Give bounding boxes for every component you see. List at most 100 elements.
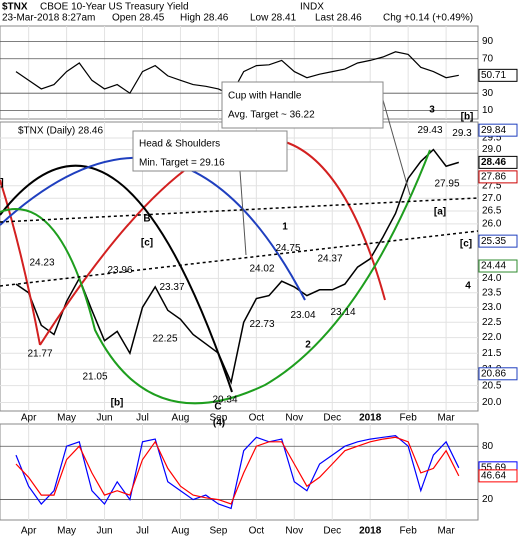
x-tick-label: Jun — [96, 413, 112, 424]
price-label: 27.95 — [434, 178, 459, 189]
value-badge — [478, 234, 518, 248]
x-tick-label: Aug — [172, 413, 190, 424]
x-tick-label: Oct — [249, 413, 265, 424]
x-tick-label: Oct — [249, 526, 265, 537]
y-tick-label: 22.0 — [482, 332, 502, 343]
date: 23-Mar-2018 8:27am — [2, 13, 95, 24]
price-label: 21.05 — [82, 371, 107, 382]
x-tick-label: May — [57, 413, 76, 424]
price-label: 21.77 — [27, 348, 52, 359]
y-tick-label: 27.0 — [482, 193, 502, 204]
y-tick-label: 23.5 — [482, 287, 502, 298]
high: High 28.46 — [180, 13, 229, 24]
overlay-layer: 50.71 28.46 29.84 27.86 25.35 24.44 20.86 $TNX … — [0, 68, 518, 483]
x-tick-label: Sep — [210, 413, 228, 424]
value-badge-label: 46.64 — [481, 471, 506, 482]
x-tick-label: Nov — [285, 413, 303, 424]
x-tick-label: Dec — [323, 413, 341, 424]
price-label: 24.37 — [317, 254, 342, 265]
x-tick-label: Feb — [400, 413, 418, 424]
price-label: 24.23 — [29, 258, 54, 269]
x-tick-label: Nov — [285, 526, 303, 537]
last: Last 28.46 — [315, 13, 362, 24]
wave-label: [c] — [460, 239, 472, 250]
price-label: 29.3 — [452, 128, 472, 139]
open: Open 28.45 — [112, 13, 165, 24]
wave-label: 3 — [429, 105, 435, 116]
wave-label: B — [143, 214, 150, 225]
value-badge — [478, 170, 518, 184]
y-tick-label: 22.5 — [482, 317, 502, 328]
value-badge-label: 25.35 — [481, 236, 506, 247]
low: Low 28.41 — [250, 13, 297, 24]
y-tick-label: 26.0 — [482, 219, 502, 230]
wave-label: 4 — [465, 281, 471, 292]
x-tick-label: Apr — [21, 413, 37, 424]
y-tick-label: 29.5 — [482, 133, 502, 144]
callout-text: Min. Target = 29.16 — [139, 158, 225, 169]
symbol: $TNX — [2, 2, 28, 13]
x-tick-label: Jul — [136, 526, 149, 537]
cycle-arc — [0, 164, 233, 393]
wave-label: [a] — [434, 207, 446, 218]
y-tick-label: 20.5 — [482, 380, 502, 391]
wave-label: C — [214, 402, 221, 413]
y-tick-label: 21.5 — [482, 348, 502, 359]
price-label: 24.75 — [275, 243, 300, 254]
panel-frame — [0, 423, 479, 521]
trendline — [0, 197, 478, 223]
security-name: CBOE 10-Year US Treasury Yield — [40, 2, 189, 13]
value-badge-label: 29.84 — [481, 125, 506, 136]
callout-pointer — [382, 99, 411, 196]
value-badge-label: 20.86 — [481, 368, 506, 379]
callout-text: Head & Shoulders — [139, 139, 220, 150]
legend: $TNX (Daily) 28.46 — [18, 126, 103, 137]
y-tick-label: 26.5 — [482, 206, 502, 217]
value-badge — [478, 155, 518, 169]
callout-box — [132, 130, 288, 172]
y-tick-label: 27.5 — [482, 180, 502, 191]
value-badge — [478, 367, 518, 381]
price-label: 29.43 — [417, 125, 442, 136]
callout-text: Cup with Handle — [228, 91, 302, 102]
price-label: 23.37 — [159, 282, 184, 293]
x-tick-label: 2018 — [359, 413, 382, 424]
change: Chg +0.14 (+0.49%) — [383, 13, 473, 24]
x-tick-label: Feb — [400, 526, 418, 537]
price-label: 20.34 — [212, 395, 237, 406]
price-label: 23.04 — [290, 310, 315, 321]
cycle-arc — [0, 179, 41, 346]
wave-label: 1 — [282, 222, 288, 233]
value-badge-label: 50.71 — [481, 70, 506, 81]
y-tick-label: 10 — [482, 105, 494, 116]
series-line — [15, 436, 460, 505]
callout-box — [221, 81, 384, 129]
y-tick-label: 23.0 — [482, 302, 502, 313]
trendline — [0, 230, 478, 287]
y-tick-label: 70 — [482, 53, 494, 64]
wave-label: [b] — [111, 398, 124, 409]
value-badge-label: 27.86 — [481, 172, 506, 183]
price-label: 22.73 — [249, 319, 274, 330]
x-tick-label: Jun — [96, 526, 112, 537]
y-tick-label: 24.0 — [482, 273, 502, 284]
value-badge-label: 28.46 — [481, 157, 506, 168]
y-tick-label: 80 — [482, 441, 494, 452]
price-label: 23.96 — [107, 265, 132, 276]
series-line — [15, 148, 460, 385]
x-tick-label: Aug — [172, 526, 190, 537]
series-line — [15, 434, 460, 510]
wave-label: (4) — [213, 418, 225, 429]
x-tick-label: Mar — [437, 526, 455, 537]
x-tick-label: Apr — [21, 526, 37, 537]
value-badge-label: 24.44 — [481, 261, 506, 272]
value-badge — [478, 469, 518, 483]
wave-label: [b] — [461, 112, 474, 123]
y-tick-label: 30 — [482, 88, 494, 99]
price-label: 22.25 — [152, 334, 177, 345]
price-label: 24.02 — [249, 263, 274, 274]
x-tick-label: Mar — [437, 413, 455, 424]
x-tick-label: 2018 — [359, 526, 382, 537]
value-badge — [478, 68, 518, 82]
